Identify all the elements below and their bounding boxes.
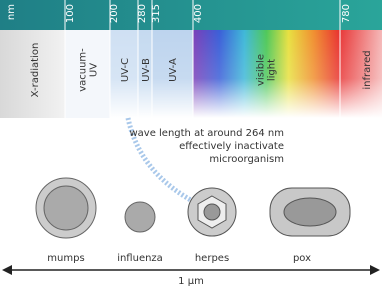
band-label: UV-C bbox=[120, 58, 131, 82]
pox-icon bbox=[270, 188, 350, 236]
virus-label: pox bbox=[293, 253, 311, 264]
scale-tick: 280 bbox=[137, 4, 148, 23]
virus-illustrations bbox=[36, 178, 350, 238]
band-label: X-radiation bbox=[30, 43, 41, 98]
diagram: nm100200280315400780X-radiationvacuum-UV… bbox=[0, 0, 382, 287]
band-label: UV-A bbox=[168, 58, 179, 82]
virus-label: herpes bbox=[195, 253, 229, 264]
band-label: light bbox=[267, 59, 278, 81]
annotation: microorganism bbox=[209, 154, 284, 165]
mumps-icon bbox=[36, 178, 96, 238]
annotation: wave length at around 264 nm bbox=[129, 128, 284, 139]
virus-label: influenza bbox=[117, 253, 163, 264]
influenza-icon bbox=[125, 202, 155, 232]
virus-label: mumps bbox=[47, 253, 84, 264]
band-label: infrared bbox=[362, 50, 373, 89]
scale-tick: nm bbox=[6, 4, 17, 20]
scale-label: 1 μm bbox=[178, 276, 204, 287]
annotation: effectively inactivate bbox=[179, 141, 284, 152]
herpes-icon bbox=[188, 188, 236, 236]
band-label: UV bbox=[89, 63, 100, 77]
band-label: visible bbox=[256, 54, 267, 86]
scale-bar-top bbox=[0, 0, 382, 30]
band-label: UV-B bbox=[141, 58, 152, 82]
scale-tick: 200 bbox=[109, 4, 120, 23]
scale-tick: 400 bbox=[193, 4, 204, 23]
scale-tick: 780 bbox=[341, 4, 352, 23]
scale-tick: 315 bbox=[151, 4, 162, 23]
scale-tick: 100 bbox=[65, 4, 76, 23]
scale-arrow bbox=[2, 265, 380, 275]
band-label: vacuum- bbox=[78, 48, 89, 92]
